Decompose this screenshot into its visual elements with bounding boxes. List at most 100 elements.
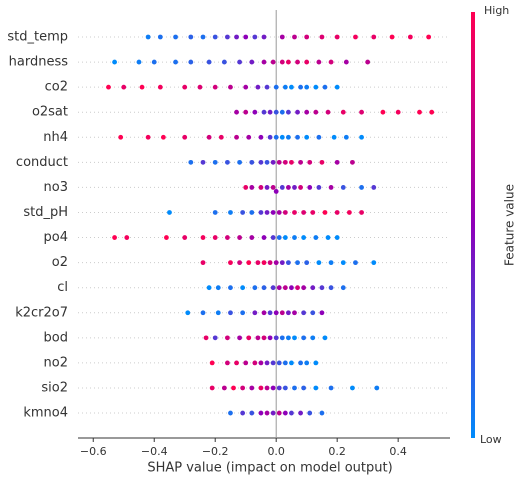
shap-point xyxy=(258,134,264,140)
shap-point xyxy=(258,360,264,366)
shap-point xyxy=(289,360,294,366)
shap-point xyxy=(304,134,310,140)
feature-label: po4 xyxy=(44,230,68,245)
shap-point xyxy=(234,134,239,140)
shap-point xyxy=(325,109,331,115)
shap-point xyxy=(301,235,307,240)
shap-point xyxy=(231,385,236,391)
shap-point xyxy=(225,360,230,366)
shap-point xyxy=(285,335,291,341)
shap-point xyxy=(340,109,346,115)
shap-point xyxy=(200,310,206,316)
shap-point xyxy=(350,159,355,165)
shap-point xyxy=(322,210,328,215)
shap-point xyxy=(273,189,279,194)
feature-label: no3 xyxy=(44,180,68,195)
shap-point xyxy=(267,260,273,266)
shap-point xyxy=(371,260,377,266)
shap-point xyxy=(270,360,276,366)
shap-point xyxy=(200,34,206,40)
shap-point xyxy=(249,59,255,65)
shap-point xyxy=(212,84,218,90)
shap-point xyxy=(228,260,233,266)
shap-point xyxy=(307,410,313,416)
x-axis-label: SHAP value (impact on model output) xyxy=(147,461,392,476)
shap-point xyxy=(249,410,255,416)
shap-point xyxy=(206,59,212,65)
shap-point xyxy=(292,235,297,240)
shap-point xyxy=(267,109,273,115)
shap-point xyxy=(273,84,279,90)
shap-point xyxy=(322,84,328,90)
shap-point xyxy=(240,285,246,291)
shap-point xyxy=(151,59,157,65)
shap-point xyxy=(237,235,243,240)
shap-point xyxy=(331,134,337,140)
shap-point xyxy=(270,385,276,391)
shap-point xyxy=(225,34,230,40)
shap-point xyxy=(218,134,224,140)
shap-point xyxy=(225,235,230,240)
shap-point xyxy=(200,159,206,165)
shap-point xyxy=(273,134,279,140)
shap-point xyxy=(173,34,178,40)
feature-label: cl xyxy=(57,280,68,295)
shap-point xyxy=(346,210,352,215)
colorbar-low: Low xyxy=(480,433,502,446)
shap-point xyxy=(200,260,206,266)
shap-point xyxy=(334,34,340,40)
shap-point xyxy=(298,84,303,90)
shap-point xyxy=(212,34,218,40)
shap-point xyxy=(279,185,285,190)
shap-point xyxy=(243,84,249,90)
shap-point xyxy=(261,285,267,291)
shap-point xyxy=(279,109,285,115)
shap-point xyxy=(261,59,267,65)
shap-point xyxy=(209,385,215,391)
shap-point xyxy=(167,210,172,215)
shap-point xyxy=(313,109,319,115)
shap-point xyxy=(353,34,358,40)
shap-point xyxy=(228,285,233,291)
shap-point xyxy=(264,360,270,366)
shap-point xyxy=(145,34,151,40)
shap-point xyxy=(240,410,246,416)
shap-point xyxy=(246,335,252,341)
shap-point xyxy=(258,210,264,215)
feature-label: kmno4 xyxy=(23,406,68,421)
shap-point xyxy=(197,84,203,90)
shap-point xyxy=(234,34,239,40)
shap-point xyxy=(273,109,279,115)
shap-point xyxy=(157,34,163,40)
shap-point xyxy=(237,59,243,65)
shap-point xyxy=(264,185,270,190)
shap-point xyxy=(255,84,261,90)
shap-point xyxy=(182,235,188,240)
shap-point xyxy=(188,34,194,40)
shap-point xyxy=(200,235,206,240)
shap-point xyxy=(380,109,386,115)
shap-point xyxy=(304,109,310,115)
shap-point xyxy=(136,59,142,65)
shap-point xyxy=(282,385,288,391)
shap-point xyxy=(225,159,230,165)
feature-label: k2cr2o7 xyxy=(15,305,68,320)
shap-point xyxy=(112,235,117,240)
shap-point xyxy=(328,385,334,391)
shap-point xyxy=(258,410,264,416)
shap-point xyxy=(264,410,270,416)
shap-point xyxy=(301,335,307,341)
shap-point xyxy=(121,84,127,90)
shap-point xyxy=(160,134,166,140)
shap-point xyxy=(279,134,285,140)
shap-point xyxy=(112,59,117,65)
shap-point xyxy=(304,360,310,366)
shap-point xyxy=(295,260,300,266)
shap-point xyxy=(289,159,294,165)
shap-point xyxy=(304,34,310,40)
shap-point xyxy=(340,285,346,291)
shap-point xyxy=(240,210,246,215)
shap-point xyxy=(319,310,325,316)
shap-point xyxy=(282,235,288,240)
shap-point xyxy=(340,185,346,190)
